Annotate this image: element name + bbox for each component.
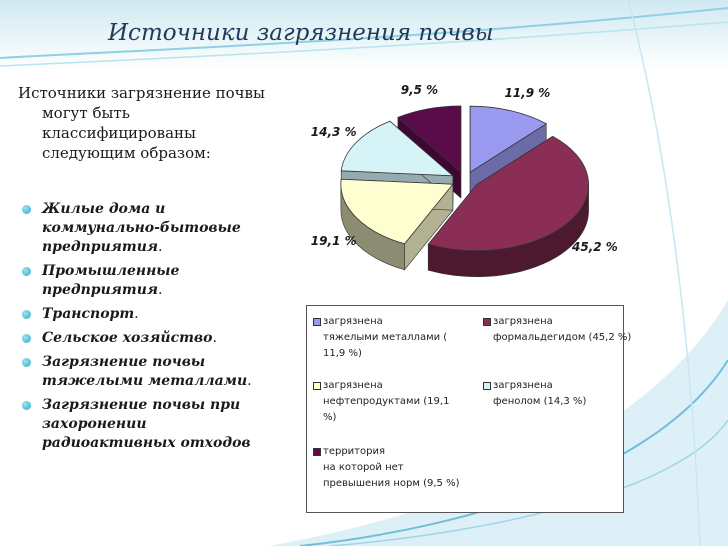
list-item-text: Жилые дома и коммунально-бытовые предпри… [42,201,241,255]
list-item: Загрязнение почвы при захоронении радиоа… [18,396,284,453]
bullet-icon [22,310,31,319]
list-item-text: Загрязнение почвы тяжелыми металлами [42,354,248,389]
pollution-sources-list: Жилые дома и коммунально-бытовые предпри… [18,200,284,458]
pie-slice-3 [340,120,455,177]
legend-text: загрязнена формальдегидом (45,2 %) [493,316,632,343]
list-item: Транспорт. [18,305,284,324]
bullet-icon [22,401,31,410]
legend-text: загрязнена тяжелыми металлами ( 11,9 %) [323,316,448,359]
legend-swatch [483,318,491,326]
legend-item: территория на которой нет превышения нор… [313,444,513,492]
bullet-icon [22,334,31,343]
pie-slice-2 [340,178,454,245]
intro-text: Источники загрязнение почвы могут быть к… [18,83,280,163]
list-item-end: . [247,373,252,389]
legend-text: территория на которой нет превышения нор… [323,446,460,489]
bullet-icon [22,205,31,214]
legend-swatch [313,448,321,456]
legend-item: загрязнена тяжелыми металлами ( 11,9 %) [313,314,463,362]
list-item-text: Сельское хозяйство [42,330,213,346]
legend-swatch [313,318,321,326]
bullet-icon [22,358,31,367]
pie-slice-label: 45,2 % [572,239,618,254]
pie-slice-label: 14,3 % [310,125,357,140]
page-title: Источники загрязнения почвы [108,20,494,46]
pie-slice-label: 9,5 % [400,83,439,98]
pie-slice-1 [427,135,589,252]
list-item-end: . [158,282,163,298]
list-item-text: Транспорт [42,306,135,322]
list-item-end: . [134,306,139,322]
list-item: Загрязнение почвы тяжелыми металлами. [18,353,284,391]
pie-slice-label: 11,9 % [504,85,551,100]
list-item: Жилые дома и коммунально-бытовые предпри… [18,200,284,257]
legend-item: загрязнена фенолом (14,3 %) [483,378,633,410]
chart-legend: загрязнена тяжелыми металлами ( 11,9 %) з… [306,305,631,513]
header-fade [0,0,728,70]
legend-swatch [313,382,321,390]
legend-text: загрязнена нефтепродуктами (19,1 %) [323,380,450,423]
pie-chart [340,105,589,278]
legend-item: загрязнена формальдегидом (45,2 %) [483,314,633,346]
list-item: Промышленные предприятия. [18,262,284,300]
list-item-end: . [158,239,163,255]
list-item-text: Промышленные предприятия [42,263,180,298]
list-item-text: Загрязнение почвы при захоронении радиоа… [42,397,251,451]
pie-chart-panel: 11,9 % 45,2 % 19,1 % 14,3 % 9,5 % [300,78,618,304]
pie-slice-4 [397,105,462,173]
legend-swatch [483,382,491,390]
intro-first-line: Источники загрязнение почвы [18,84,265,102]
pie-slice-0 [469,105,548,173]
header-swoosh-2 [0,21,728,67]
list-item-end: . [212,330,217,346]
bullet-icon [22,267,31,276]
legend-item: загрязнена нефтепродуктами (19,1 %) [313,378,463,426]
legend-text: загрязнена фенолом (14,3 %) [493,380,587,407]
pie-slice-label: 19,1 % [310,234,357,249]
intro-rest: могут быть классифицированы следующим об… [42,104,211,162]
pie-tops [340,105,589,252]
list-item: Сельское хозяйство. [18,329,284,348]
header-swoosh [0,7,728,59]
right-swoosh [627,0,701,546]
